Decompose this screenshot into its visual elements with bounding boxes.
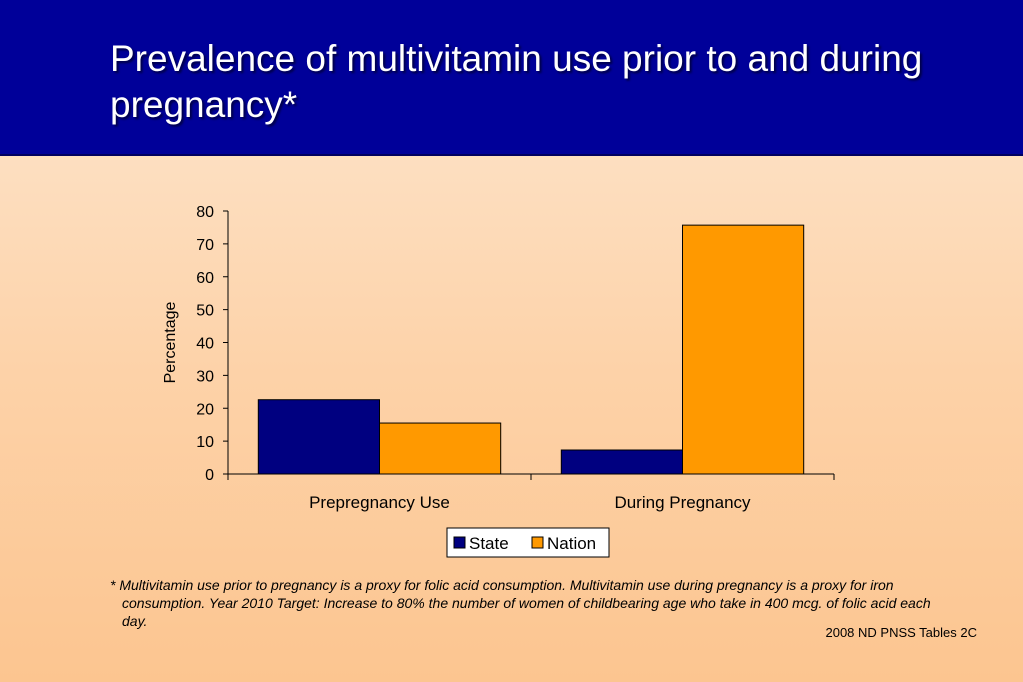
y-tick-label: 20 (196, 401, 214, 418)
y-tick-label: 30 (196, 368, 214, 385)
y-tick-label: 50 (196, 303, 214, 320)
y-tick-label: 80 (196, 204, 214, 221)
y-tick-label: 60 (196, 270, 214, 287)
y-tick-label: 70 (196, 237, 214, 254)
bar-nation-1 (682, 224, 805, 475)
source-citation: 2008 ND PNSS Tables 2C (825, 625, 977, 640)
bar-state-1 (560, 449, 683, 475)
y-tick-label: 40 (196, 336, 214, 353)
legend-swatch-state (453, 536, 466, 549)
x-category-label: Prepregnancy Use (309, 493, 450, 512)
bar-state-0 (257, 399, 380, 475)
footnote: * Multivitamin use prior to pregnancy is… (110, 577, 931, 629)
legend-label-state: State (469, 534, 509, 553)
slide-title: Prevalence of multivitamin use prior to … (110, 38, 923, 125)
title-banner: Prevalence of multivitamin use prior to … (0, 0, 1023, 156)
legend-label-nation: Nation (547, 534, 596, 553)
legend-swatch-nation (531, 536, 544, 549)
y-tick-label: 0 (205, 467, 214, 484)
x-category-label: During Pregnancy (614, 493, 751, 512)
bar-nation-0 (379, 422, 502, 475)
legend-box (446, 527, 610, 558)
y-tick-label: 10 (196, 434, 214, 451)
y-axis-label: Percentage (162, 301, 179, 383)
